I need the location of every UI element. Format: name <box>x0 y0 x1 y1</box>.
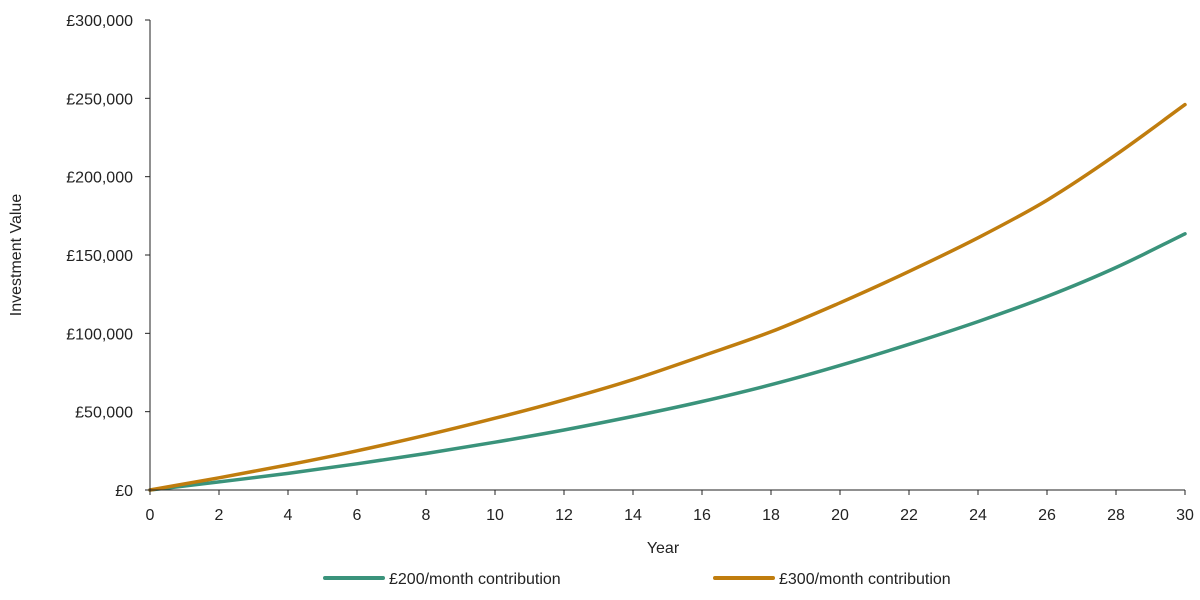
series-line-1 <box>148 232 1187 492</box>
x-tick-label: 18 <box>762 507 780 524</box>
y-tick-label: £200,000 <box>66 170 133 187</box>
x-tick-label: 10 <box>486 507 504 524</box>
y-axis-title: Investment Value <box>8 194 25 317</box>
x-tick-label: 4 <box>284 507 293 524</box>
x-tick-label: 16 <box>693 507 711 524</box>
x-tick-label: 6 <box>353 507 362 524</box>
y-tick-label: £150,000 <box>66 248 133 265</box>
plot-lines <box>148 102 1187 492</box>
y-tick-label: £50,000 <box>75 405 133 422</box>
x-tick-label: 12 <box>555 507 573 524</box>
x-tick-label: 2 <box>215 507 224 524</box>
y-ticks: £0 £50,000 £100,000 £150,000 £200,000 £250,00… <box>66 13 150 500</box>
legend-label-2: £300/month contribution <box>779 571 951 588</box>
y-tick-label: £250,000 <box>66 91 133 108</box>
x-tick-label: 30 <box>1176 507 1194 524</box>
x-tick-label: 8 <box>422 507 431 524</box>
x-tick-label: 22 <box>900 507 918 524</box>
y-tick-label: £100,000 <box>66 326 133 343</box>
x-tick-label: 20 <box>831 507 849 524</box>
x-tick-label: 24 <box>969 507 987 524</box>
x-axis-title: Year <box>647 540 680 557</box>
x-tick-label: 0 <box>146 507 155 524</box>
x-tick-label: 28 <box>1107 507 1125 524</box>
legend: £200/month contribution £300/month contri… <box>323 571 951 588</box>
series-line-2 <box>148 102 1187 492</box>
x-tick-label: 26 <box>1038 507 1056 524</box>
x-ticks: 0 2 4 6 8 10 12 14 16 18 20 22 24 26 28 30 <box>146 490 1194 524</box>
y-tick-label: £300,000 <box>66 13 133 30</box>
y-tick-label: £0 <box>115 483 133 500</box>
legend-label-1: £200/month contribution <box>389 571 561 588</box>
x-tick-label: 14 <box>624 507 642 524</box>
